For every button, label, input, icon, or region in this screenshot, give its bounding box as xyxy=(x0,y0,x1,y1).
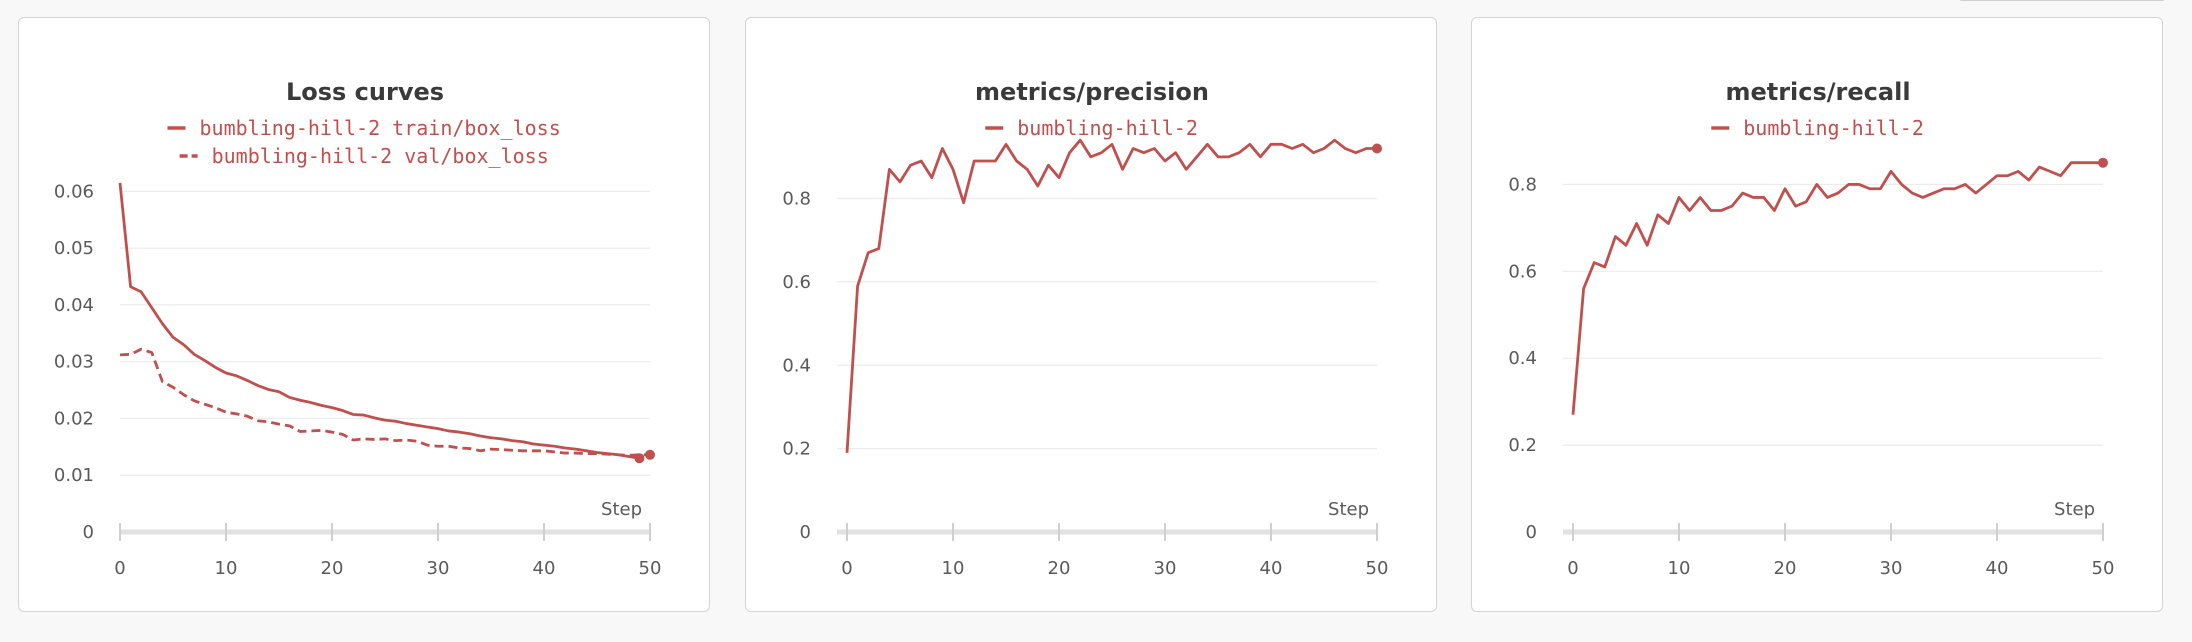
series-end-point-1 xyxy=(1372,143,1382,154)
chart-svg-recall: metrics/recall bumbling-hill-2 0 0.2 0.4 0.6 0… xyxy=(1508,78,2115,579)
x-tick-label: 50 xyxy=(639,558,662,579)
x-tick-label: 50 xyxy=(2092,558,2115,579)
x-tick-label: 0 xyxy=(841,558,852,579)
chart-title-metrics-precision: metrics/precision xyxy=(975,78,1209,106)
y-tick-label: 0.4 xyxy=(1508,348,1537,369)
x-tick-label: 20 xyxy=(321,558,344,579)
y-tick-label: 0.2 xyxy=(1508,435,1537,456)
legend-label-2: bumbling-hill-2 val/box_loss xyxy=(212,144,549,168)
y-tick-label: 0.03 xyxy=(54,352,94,373)
series-line-bumbling-hill-2-train-box-loss xyxy=(118,182,640,460)
x-axis-label: Step xyxy=(2054,499,2095,520)
y-tick-label: 0 xyxy=(83,522,94,543)
series-line-bumbling-hill-2-val-box-loss xyxy=(119,347,650,457)
y-tick-label: 0.04 xyxy=(54,295,94,316)
y-tick-label: 0 xyxy=(800,522,811,543)
y-tick-label: 0.06 xyxy=(54,181,94,202)
x-tick-label: 20 xyxy=(1048,558,1071,579)
chart-svg-loss: Loss curves bumbling-hill-2 train/box_los… xyxy=(54,78,662,579)
x-tick-label: 0 xyxy=(1567,558,1578,579)
chart-svg-precision: metrics/precision bumbling-hill-2 0 0.2 0.4 0… xyxy=(782,78,1389,579)
top-tab[interactable] xyxy=(1958,0,2166,1)
series-end-point-2 xyxy=(645,449,655,460)
chart-title-metrics-recall: metrics/recall xyxy=(1725,78,1910,106)
x-tick-label: 50 xyxy=(1366,558,1389,579)
x-axis-label: Step xyxy=(601,499,642,520)
x-tick-label: 10 xyxy=(215,558,238,579)
y-tick-label: 0.4 xyxy=(782,355,811,376)
x-tick-label: 30 xyxy=(1154,558,1177,579)
x-tick-label: 30 xyxy=(1880,558,1903,579)
legend-label-1: bumbling-hill-2 xyxy=(1017,116,1198,140)
y-tick-label: 0.05 xyxy=(54,238,94,259)
x-tick-label: 40 xyxy=(1986,558,2009,579)
chart-panel-precision: metrics/precision bumbling-hill-2 0 0.2 0.4 0… xyxy=(745,17,1437,612)
chart-panel-loss: Loss curves bumbling-hill-2 train/box_los… xyxy=(18,17,710,612)
y-tick-label: 0.2 xyxy=(782,439,811,460)
y-tick-label: 0.6 xyxy=(1508,261,1537,282)
chart-title-loss-curves: Loss curves xyxy=(286,78,444,106)
x-tick-label: 40 xyxy=(1260,558,1283,579)
x-axis-label: Step xyxy=(1328,499,1369,520)
x-tick-label: 10 xyxy=(942,558,965,579)
x-tick-label: 10 xyxy=(1668,558,1691,579)
legend-label-1: bumbling-hill-2 xyxy=(1743,116,1924,140)
y-tick-label: 0.02 xyxy=(54,408,94,429)
y-tick-label: 0 xyxy=(1526,522,1537,543)
x-tick-label: 20 xyxy=(1774,558,1797,579)
series-line-bumbling-hill-2 xyxy=(1571,161,2103,415)
series-line-bumbling-hill-2 xyxy=(845,138,1377,453)
y-tick-label: 0.8 xyxy=(782,189,811,210)
x-tick-label: 0 xyxy=(114,558,125,579)
series-end-point-1 xyxy=(2098,157,2108,168)
x-tick-label: 40 xyxy=(533,558,556,579)
chart-panel-recall: metrics/recall bumbling-hill-2 0 0.2 0.4 0.6 0… xyxy=(1471,17,2163,612)
y-tick-label: 0.8 xyxy=(1508,174,1537,195)
legend-label-1: bumbling-hill-2 train/box_loss xyxy=(200,116,561,140)
y-tick-label: 0.6 xyxy=(782,272,811,293)
y-tick-label: 0.01 xyxy=(54,465,94,486)
x-tick-label: 30 xyxy=(427,558,450,579)
